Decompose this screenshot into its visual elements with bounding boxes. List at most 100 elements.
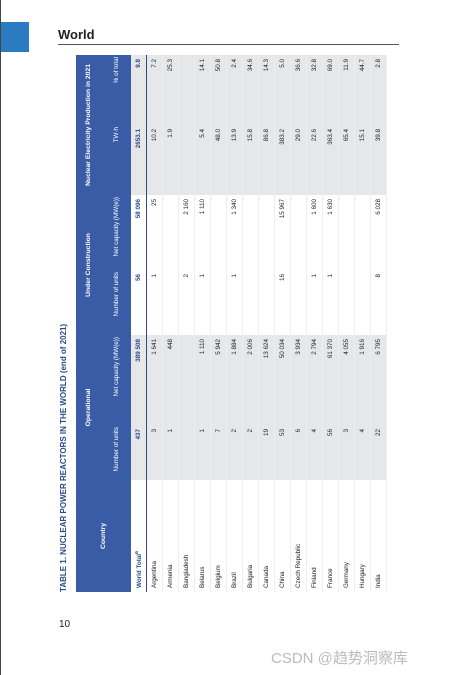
group-header: Under Construction <box>76 194 101 335</box>
table-title: TABLE 1. NUCLEAR POWER REACTORS IN THE W… <box>59 323 68 592</box>
table-row: Hungary 4 1 916 15.1 44.7 <box>354 54 371 592</box>
value-cell: 34.6 <box>242 54 259 125</box>
country-cell: Belgium <box>210 480 227 592</box>
value-cell: 1 110 <box>194 194 211 270</box>
value-cell: 25 <box>146 194 163 270</box>
value-cell <box>290 194 307 270</box>
value-cell <box>338 270 355 335</box>
value-cell: 2653.1 <box>131 124 147 195</box>
watermark: CSDN @趋势洞察库 <box>271 650 408 667</box>
value-cell: 2.8 <box>370 54 387 125</box>
section-title: World <box>58 27 95 42</box>
value-cell: 6 028 <box>370 194 387 270</box>
value-cell: 22.6 <box>306 124 323 195</box>
table-row: Germany 3 4 055 65.4 11.9 <box>338 54 355 592</box>
value-cell: 9.8 <box>131 54 147 125</box>
value-cell <box>178 54 195 125</box>
value-cell <box>162 194 179 270</box>
value-cell <box>178 124 195 195</box>
value-cell: 22 <box>370 425 387 480</box>
country-cell: Armenia <box>162 480 179 592</box>
value-cell: 15.1 <box>354 124 371 195</box>
country-cell: China <box>274 480 291 592</box>
value-cell: 1 <box>306 270 323 335</box>
value-cell: 437 <box>131 425 147 480</box>
value-cell: 3 <box>146 425 163 480</box>
value-cell <box>242 194 259 270</box>
value-cell: 2 <box>226 425 243 480</box>
value-cell <box>210 194 227 270</box>
country-cell: Finland <box>306 480 323 592</box>
value-cell <box>290 270 307 335</box>
value-cell: 2.4 <box>226 54 243 125</box>
country-name: Germany <box>343 562 350 588</box>
value-cell: 4 <box>306 425 323 480</box>
table-row: Canada 19 13 624 86.8 14.3 <box>258 54 275 592</box>
value-cell: 58 096 <box>131 194 147 270</box>
value-cell: 15 967 <box>274 194 291 270</box>
sub-header: Net capacity (MW(e)) <box>101 335 131 425</box>
country-name: Canada <box>263 565 270 588</box>
value-cell: 13 624 <box>258 335 275 425</box>
country-cell: Bangladesh <box>178 480 195 592</box>
table-row: Bangladesh 2 2 160 <box>178 54 195 592</box>
country-name: France <box>327 568 334 588</box>
value-cell: 14.1 <box>194 54 211 125</box>
value-cell: 383.2 <box>274 124 291 195</box>
value-cell: 69.0 <box>322 54 339 125</box>
value-cell: 2 160 <box>178 194 195 270</box>
value-cell: 44.7 <box>354 54 371 125</box>
table-row: Brazil 2 1 884 1 1 340 13.9 2.4 <box>226 54 243 592</box>
value-cell: 1 630 <box>322 194 339 270</box>
group-header: Nuclear Electricity Production in 2021 <box>76 54 101 195</box>
country-name: India <box>375 574 382 588</box>
header-rule <box>58 44 399 45</box>
value-cell: 19 <box>258 425 275 480</box>
country-name: Finland <box>311 567 318 588</box>
reactor-table: Country Operational Under Construction N… <box>76 54 387 592</box>
value-cell: 1 <box>194 425 211 480</box>
value-cell: 15.8 <box>242 124 259 195</box>
value-cell: 2 <box>242 425 259 480</box>
value-cell: 2 794 <box>306 335 323 425</box>
section-marker <box>1 22 29 52</box>
value-cell: 389 508 <box>131 335 147 425</box>
group-header: Operational <box>76 335 101 480</box>
value-cell: 39.8 <box>370 124 387 195</box>
value-cell: 1 <box>226 270 243 335</box>
sub-header: % of total <box>101 54 131 125</box>
value-cell: 8 <box>370 270 387 335</box>
table-row: Finland 4 2 794 1 1 600 22.6 32.8 <box>306 54 323 592</box>
value-cell <box>162 270 179 335</box>
value-cell: 4 055 <box>338 335 355 425</box>
table-body: World Totala 437 389 508 56 58 096 2653.1 9.8 A… <box>131 54 387 592</box>
country-cell: World Totala <box>131 480 147 592</box>
sub-header: Number of units <box>101 270 131 335</box>
value-cell <box>258 270 275 335</box>
country-name: Armenia <box>167 564 174 588</box>
value-cell: 6 <box>290 425 307 480</box>
sub-header: Net capacity (MW(e)) <box>101 194 131 270</box>
country-cell: Belarus <box>194 480 211 592</box>
value-cell <box>354 270 371 335</box>
value-cell: 10.2 <box>146 124 163 195</box>
value-cell: 65.4 <box>338 124 355 195</box>
value-cell: 1 <box>194 270 211 335</box>
value-cell: 6 795 <box>370 335 387 425</box>
country-header: Country <box>76 480 131 592</box>
value-cell: 11.9 <box>338 54 355 125</box>
value-cell: 13.9 <box>226 124 243 195</box>
value-cell: 1 110 <box>194 335 211 425</box>
table-row: Bulgaria 2 2 006 15.8 34.6 <box>242 54 259 592</box>
table-container: Country Operational Under Construction N… <box>76 54 389 592</box>
value-cell: 7 <box>210 425 227 480</box>
table-row: Belarus 1 1 110 1 1 110 5.4 14.1 <box>194 54 211 592</box>
footnote-mark: a <box>133 551 140 554</box>
value-cell <box>210 270 227 335</box>
value-cell: 1 916 <box>354 335 371 425</box>
country-name: Argentina <box>151 561 158 588</box>
value-cell: 3 <box>338 425 355 480</box>
country-name: China <box>279 571 286 588</box>
